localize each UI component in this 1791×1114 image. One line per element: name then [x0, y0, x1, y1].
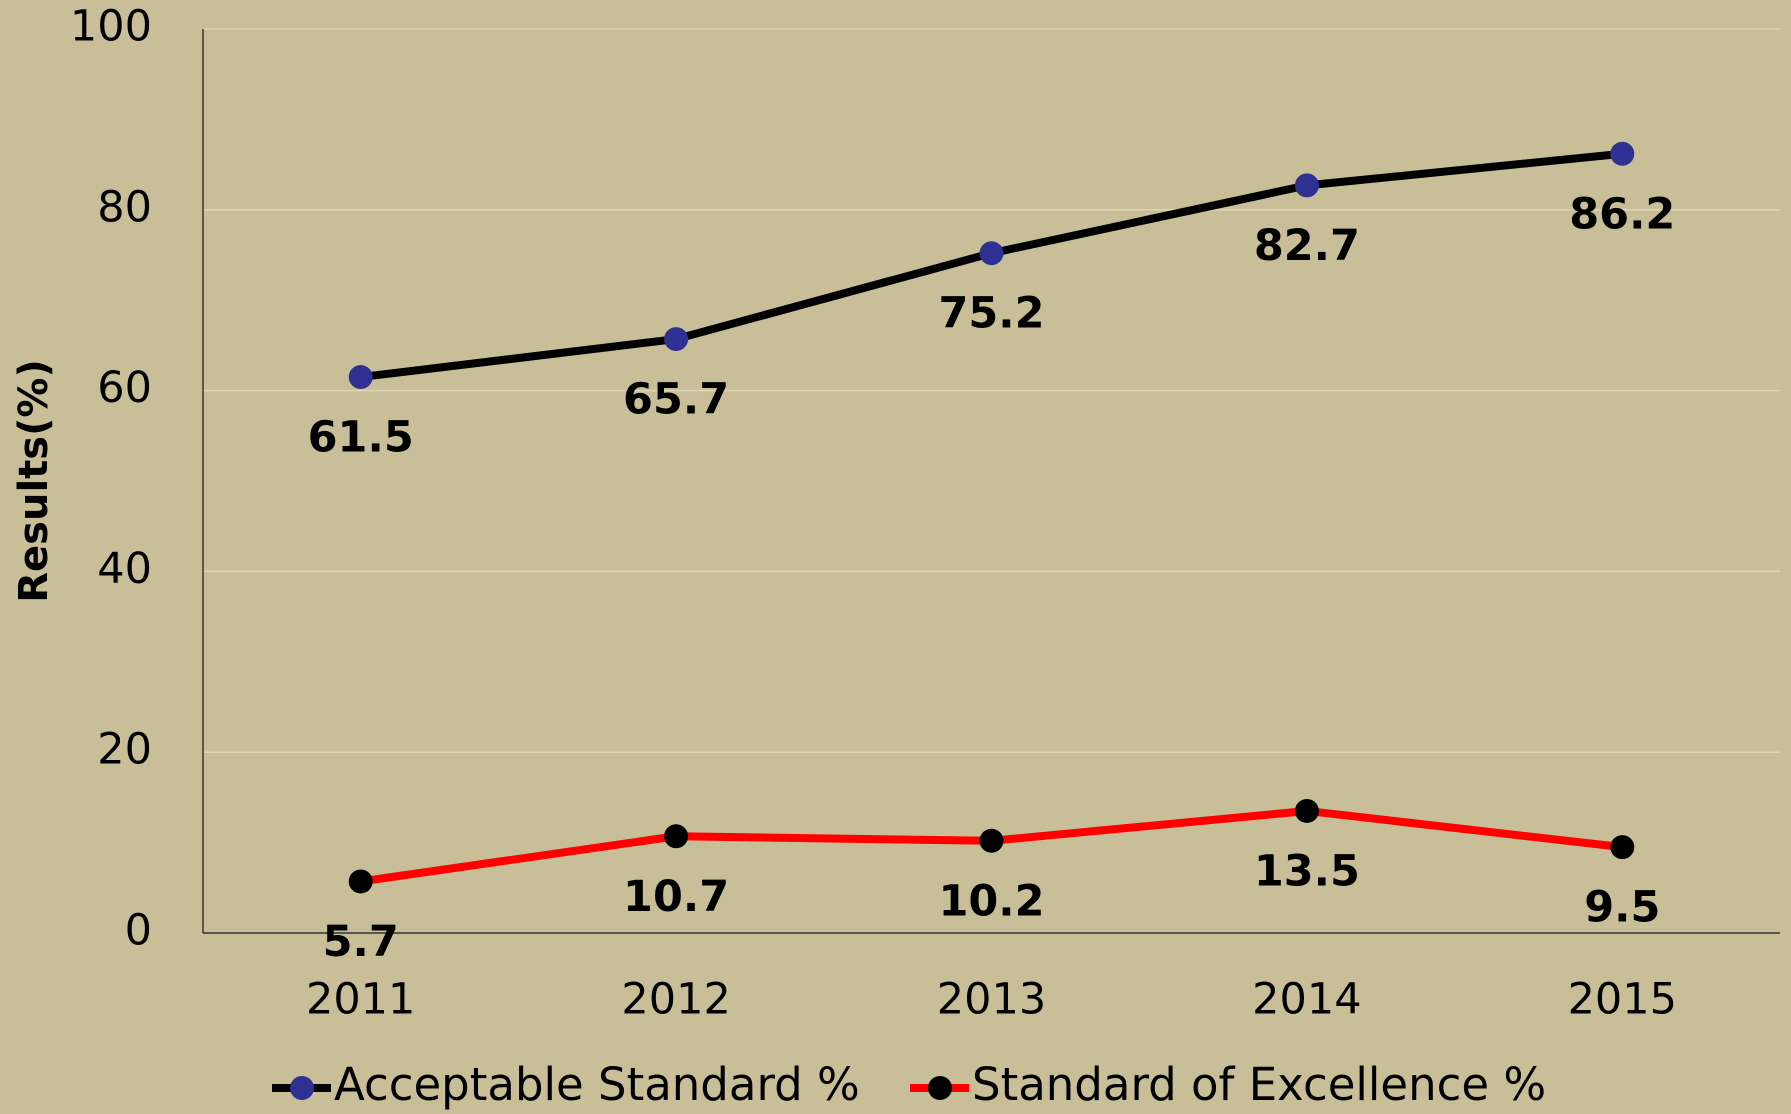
- data-label: 13.5: [1254, 846, 1360, 896]
- legend-marker: [928, 1076, 952, 1100]
- marker: [664, 824, 689, 849]
- marker: [664, 327, 689, 352]
- x-tick-label: 2011: [306, 975, 415, 1025]
- legend-marker: [290, 1076, 314, 1100]
- data-label: 82.7: [1254, 221, 1360, 271]
- y-tick-label: 20: [97, 725, 152, 775]
- y-tick-label: 100: [70, 2, 152, 52]
- marker: [1294, 798, 1319, 823]
- marker: [1610, 141, 1635, 166]
- data-label: 86.2: [1569, 189, 1675, 239]
- y-tick-label: 60: [97, 363, 152, 413]
- x-tick-label: 2013: [937, 975, 1046, 1025]
- marker: [348, 365, 373, 390]
- y-tick-label: 40: [97, 544, 152, 594]
- marker: [1610, 835, 1635, 860]
- marker: [1294, 173, 1319, 198]
- data-label: 10.7: [623, 872, 729, 922]
- x-tick-label: 2012: [621, 975, 730, 1025]
- marker: [348, 869, 373, 894]
- y-tick-label: 80: [97, 182, 152, 232]
- y-tick-label: 0: [125, 906, 152, 956]
- legend-label: Standard of Excellence %: [972, 1058, 1546, 1111]
- data-label: 65.7: [623, 375, 729, 425]
- y-axis-title: Results(%): [11, 359, 57, 603]
- legend-label: Acceptable Standard %: [334, 1058, 860, 1111]
- x-tick-label: 2015: [1568, 975, 1677, 1025]
- marker: [979, 241, 1004, 266]
- data-label: 61.5: [308, 413, 414, 463]
- data-label: 75.2: [938, 289, 1044, 339]
- data-label: 5.7: [323, 917, 399, 967]
- data-label: 9.5: [1584, 883, 1660, 933]
- data-label: 10.2: [938, 876, 1044, 926]
- marker: [979, 828, 1004, 853]
- x-tick-label: 2014: [1252, 975, 1361, 1025]
